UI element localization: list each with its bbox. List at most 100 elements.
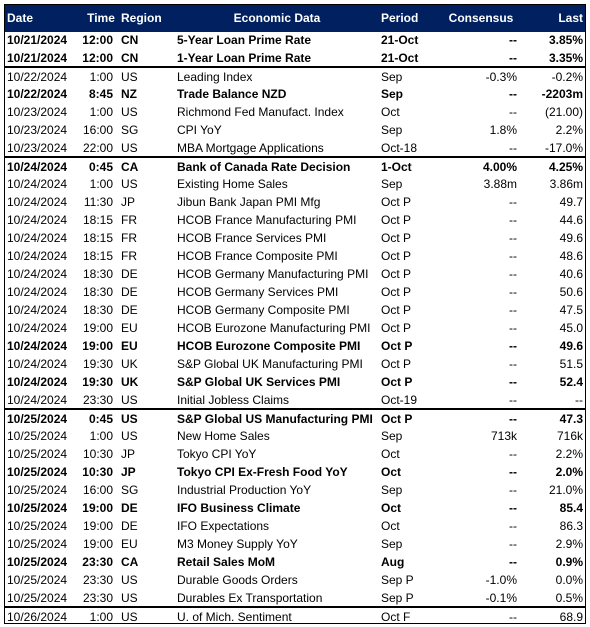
cell-last: --	[575, 393, 583, 407]
cell-date: 10/24/2024	[7, 393, 68, 407]
cell-time: 10:30	[82, 447, 113, 461]
cell-time: 0:45	[88, 412, 113, 426]
cell-date: 10/22/2024	[7, 70, 68, 84]
cell-economic-data: Trade Balance NZD	[177, 87, 287, 101]
cell-consensus: --	[509, 51, 517, 65]
cell-date: 10/24/2024	[7, 285, 68, 299]
cell-period: Oct	[381, 519, 400, 533]
table-row: 10/24/2024 19:00 EU HCOB Eurozone Composite…	[5, 337, 585, 355]
table-row: 10/24/2024 18:15 FR HCOB France Composite P…	[5, 247, 585, 265]
cell-time: 19:30	[82, 375, 113, 389]
cell-date: 10/25/2024	[7, 483, 68, 497]
cell-economic-data: S&P Global UK Manufacturing PMI	[177, 357, 363, 371]
cell-economic-data: HCOB France Manufacturing PMI	[177, 213, 357, 227]
cell-time: 1:00	[89, 610, 113, 624]
cell-period: Sep P	[381, 573, 414, 587]
cell-period: Sep	[381, 429, 403, 443]
cell-time: 18:15	[82, 249, 113, 263]
cell-economic-data: HCOB France Composite PMI	[177, 249, 338, 263]
cell-last: 47.3	[559, 412, 583, 426]
cell-time: 1:00	[89, 105, 113, 119]
cell-economic-data: IFO Expectations	[177, 519, 270, 533]
cell-region: US	[121, 429, 138, 443]
cell-period: Oct P	[381, 412, 413, 426]
cell-date: 10/21/2024	[7, 33, 68, 47]
cell-time: 11:30	[83, 195, 113, 209]
cell-consensus: --	[509, 375, 517, 389]
cell-date: 10/25/2024	[7, 573, 68, 587]
cell-region: DE	[121, 303, 138, 317]
cell-period: Oct P	[381, 195, 412, 209]
cell-consensus: --	[509, 339, 517, 353]
cell-date: 10/25/2024	[7, 591, 68, 605]
cell-last: 47.5	[559, 303, 583, 317]
table-row: 10/26/2024 1:00 US U. of Mich. Sentiment Oct…	[5, 606, 585, 626]
cell-time: 1:00	[89, 177, 113, 191]
table-row: 10/24/2024 18:30 DE HCOB Germany Manufactur…	[5, 265, 585, 283]
cell-last: 49.7	[559, 195, 583, 209]
table-row: 10/24/2024 11:30 JP Jibun Bank Japan PMI Mf…	[5, 193, 585, 211]
cell-last: 49.6	[559, 339, 583, 353]
cell-economic-data: HCOB Eurozone Composite PMI	[177, 339, 361, 353]
cell-consensus: --	[509, 249, 517, 263]
cell-last: 49.6	[559, 231, 583, 245]
cell-period: Oct P	[381, 249, 412, 263]
cell-date: 10/24/2024	[7, 267, 68, 281]
cell-region: CN	[121, 51, 139, 65]
cell-date: 10/24/2024	[7, 213, 68, 227]
cell-last: 52.4	[559, 375, 583, 389]
cell-region: FR	[121, 213, 137, 227]
cell-region: CN	[121, 33, 139, 47]
cell-period: Oct-18	[381, 141, 418, 155]
cell-last: 0.0%	[555, 573, 583, 587]
cell-region: US	[121, 70, 138, 84]
cell-date: 10/25/2024	[7, 429, 68, 443]
cell-last: 0.5%	[555, 591, 583, 605]
table-row: 10/25/2024 19:00 EU M3 Money Supply YoY Sep -…	[5, 535, 585, 553]
cell-date: 10/25/2024	[7, 465, 68, 479]
cell-consensus: --	[509, 321, 517, 335]
table-header: Date Time Region Economic Data Period Consens…	[5, 5, 585, 32]
cell-region: DE	[121, 501, 138, 515]
cell-region: FR	[121, 249, 137, 263]
cell-economic-data: HCOB Germany Manufacturing PMI	[177, 267, 369, 281]
cell-consensus: --	[509, 105, 517, 119]
table-row: 10/24/2024 19:30 UK S&P Global UK Manufactu…	[5, 355, 585, 373]
cell-period: Oct-19	[381, 393, 418, 407]
table-row: 10/21/2024 12:00 CN 5-Year Loan Prime Rate 2…	[5, 31, 585, 49]
cell-period: Sep	[381, 537, 403, 551]
cell-consensus: --	[509, 447, 517, 461]
cell-period: Oct F	[381, 610, 411, 624]
cell-date: 10/24/2024	[7, 339, 68, 353]
cell-date: 10/21/2024	[7, 51, 68, 65]
cell-date: 10/26/2024	[7, 610, 68, 624]
cell-period: Oct P	[381, 339, 413, 353]
cell-consensus: -0.1%	[485, 591, 517, 605]
cell-region: NZ	[121, 87, 137, 101]
cell-consensus: --	[509, 141, 517, 155]
cell-period: Oct P	[381, 231, 412, 245]
table-row: 10/24/2024 18:30 DE HCOB Germany Services P…	[5, 283, 585, 301]
header-period: Period	[381, 11, 419, 25]
table-row: 10/25/2024 10:30 JP Tokyo CPI YoY Oct -- 2.2%	[5, 445, 585, 463]
table-row: 10/24/2024 23:30 US Initial Jobless Claims O…	[5, 391, 585, 409]
cell-economic-data: MBA Mortgage Applications	[177, 141, 324, 155]
cell-economic-data: Initial Jobless Claims	[177, 393, 290, 407]
cell-time: 18:30	[82, 267, 113, 281]
cell-last: (21.00)	[544, 105, 583, 119]
cell-region: US	[121, 177, 138, 191]
cell-time: 18:30	[82, 303, 113, 317]
cell-date: 10/24/2024	[7, 249, 68, 263]
cell-region: US	[121, 393, 138, 407]
table-row: 10/25/2024 10:30 JP Tokyo CPI Ex-Fresh Food…	[5, 463, 585, 481]
cell-region: US	[121, 105, 138, 119]
cell-consensus: --	[509, 610, 517, 624]
header-consensus: Consensus	[448, 11, 514, 25]
table-row: 10/24/2024 1:00 US Existing Home Sales Sep 3.…	[5, 175, 585, 193]
cell-date: 10/25/2024	[7, 555, 68, 569]
cell-time: 12:00	[82, 51, 113, 65]
cell-economic-data: U. of Mich. Sentiment	[177, 610, 292, 624]
cell-consensus: --	[509, 231, 517, 245]
cell-economic-data: HCOB Germany Composite PMI	[177, 303, 350, 317]
